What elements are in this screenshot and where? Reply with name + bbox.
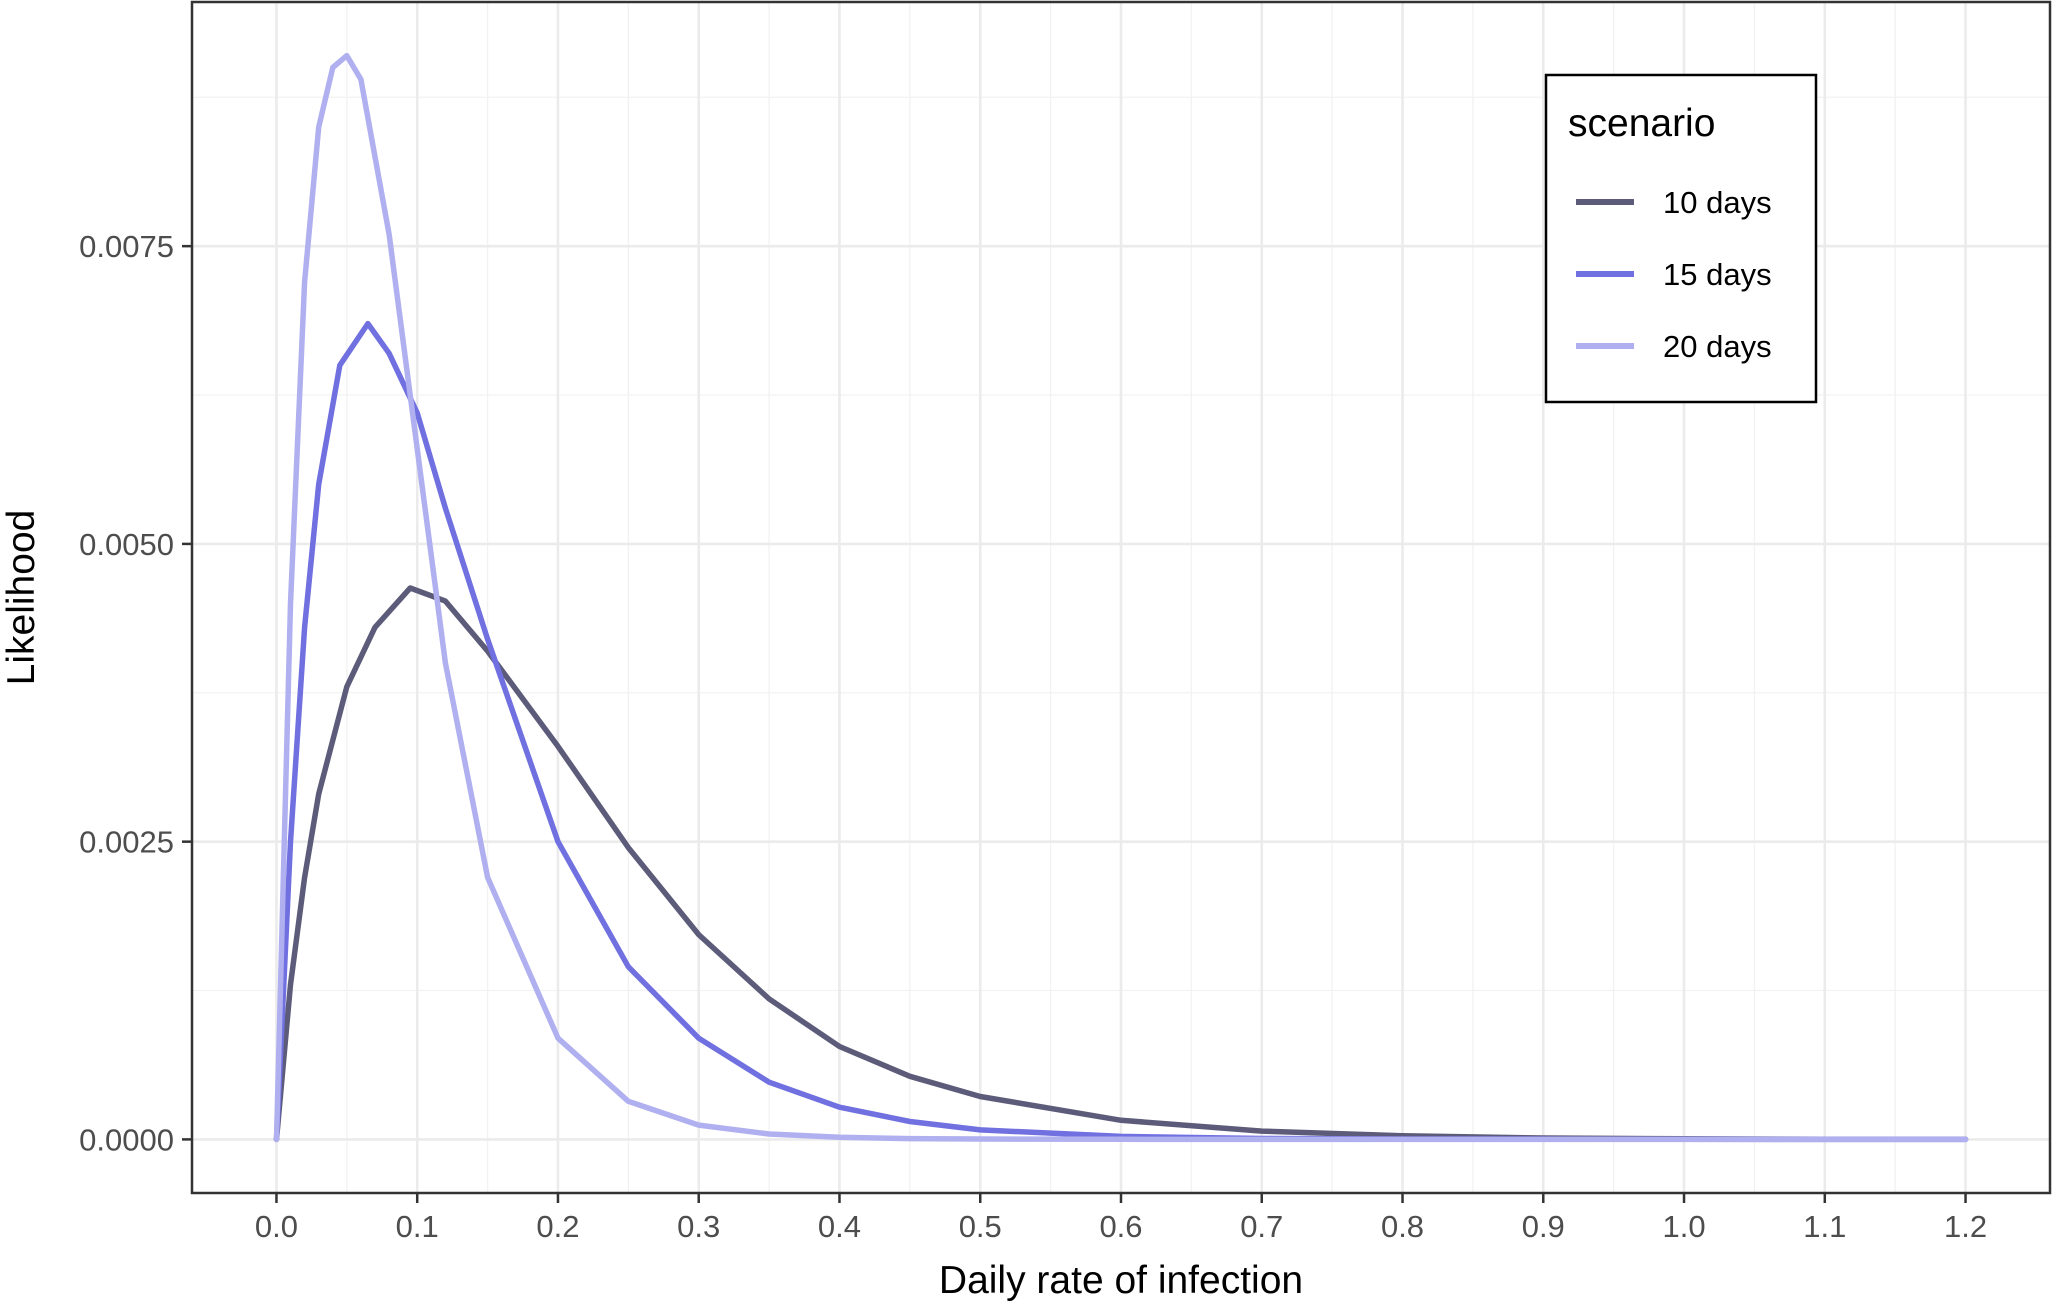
legend-label: 10 days <box>1663 185 1772 220</box>
x-tick-label: 0.7 <box>1240 1209 1283 1244</box>
x-tick-label: 0.8 <box>1381 1209 1424 1244</box>
legend-label: 20 days <box>1663 329 1772 364</box>
legend-title: scenario <box>1568 102 1715 145</box>
y-tick-label: 0.0025 <box>79 825 174 860</box>
x-tick-label: 1.0 <box>1662 1209 1705 1244</box>
x-tick-label: 0.1 <box>396 1209 439 1244</box>
y-tick-label: 0.0050 <box>79 527 174 562</box>
x-axis: 0.0 0.1 0.2 0.3 0.4 0.5 0.6 0.7 0.8 0.9 1.0 1.1 1.2 <box>255 1193 1987 1244</box>
series-line <box>273 52 1969 1143</box>
y-tick-label: 0.0075 <box>79 229 174 264</box>
y-axis-title: Likelihood <box>0 510 43 686</box>
x-tick-label: 1.1 <box>1803 1209 1846 1244</box>
legend: scenario 10 days 15 days 20 days <box>1544 73 1818 404</box>
y-tick-label: 0.0000 <box>79 1122 174 1157</box>
x-tick-label: 0.5 <box>959 1209 1002 1244</box>
x-tick-label: 1.2 <box>1944 1209 1987 1244</box>
x-axis-title: Daily rate of infection <box>939 1259 1303 1302</box>
x-tick-label: 0.9 <box>1522 1209 1565 1244</box>
x-tick-label: 0.2 <box>536 1209 579 1244</box>
x-tick-label: 0.0 <box>255 1209 298 1244</box>
legend-items: 10 days 15 days 20 days <box>1576 185 1772 364</box>
legend-label: 15 days <box>1663 257 1772 292</box>
x-tick-label: 0.6 <box>1099 1209 1142 1244</box>
y-axis: 0.0000 0.0025 0.0050 0.0075 <box>79 229 192 1157</box>
x-tick-label: 0.3 <box>677 1209 720 1244</box>
x-tick-label: 0.4 <box>818 1209 861 1244</box>
series-lines <box>273 52 1969 1143</box>
